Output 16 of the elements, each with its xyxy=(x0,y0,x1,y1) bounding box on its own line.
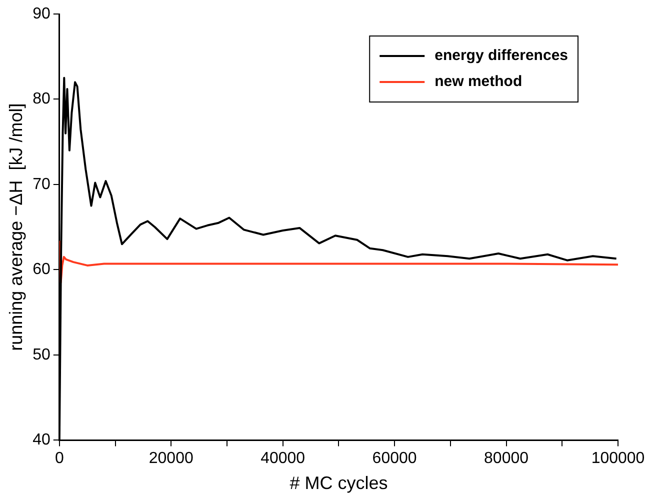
x-tick-label: 100000 xyxy=(591,450,645,468)
x-tick-label: 0 xyxy=(54,450,64,468)
y-tick-label: 60 xyxy=(32,261,50,278)
y-axis-title: running average −ΔH [kJ /mol] xyxy=(6,103,26,351)
x-tick-label: 80000 xyxy=(484,450,529,468)
legend-label: new method xyxy=(434,73,522,90)
y-tick-label: 90 xyxy=(32,5,50,22)
x-tick-label: 40000 xyxy=(260,450,306,468)
legend-label: energy differences xyxy=(434,47,568,64)
x-tick-label: 20000 xyxy=(148,450,194,468)
y-tick-label: 40 xyxy=(32,432,50,449)
y-tick-label: 70 xyxy=(32,176,50,193)
x-tick-label: 60000 xyxy=(372,450,417,468)
y-tick-label: 80 xyxy=(32,90,50,108)
x-axis-title: # MC cycles xyxy=(290,473,388,494)
y-tick-label: 50 xyxy=(32,346,50,364)
